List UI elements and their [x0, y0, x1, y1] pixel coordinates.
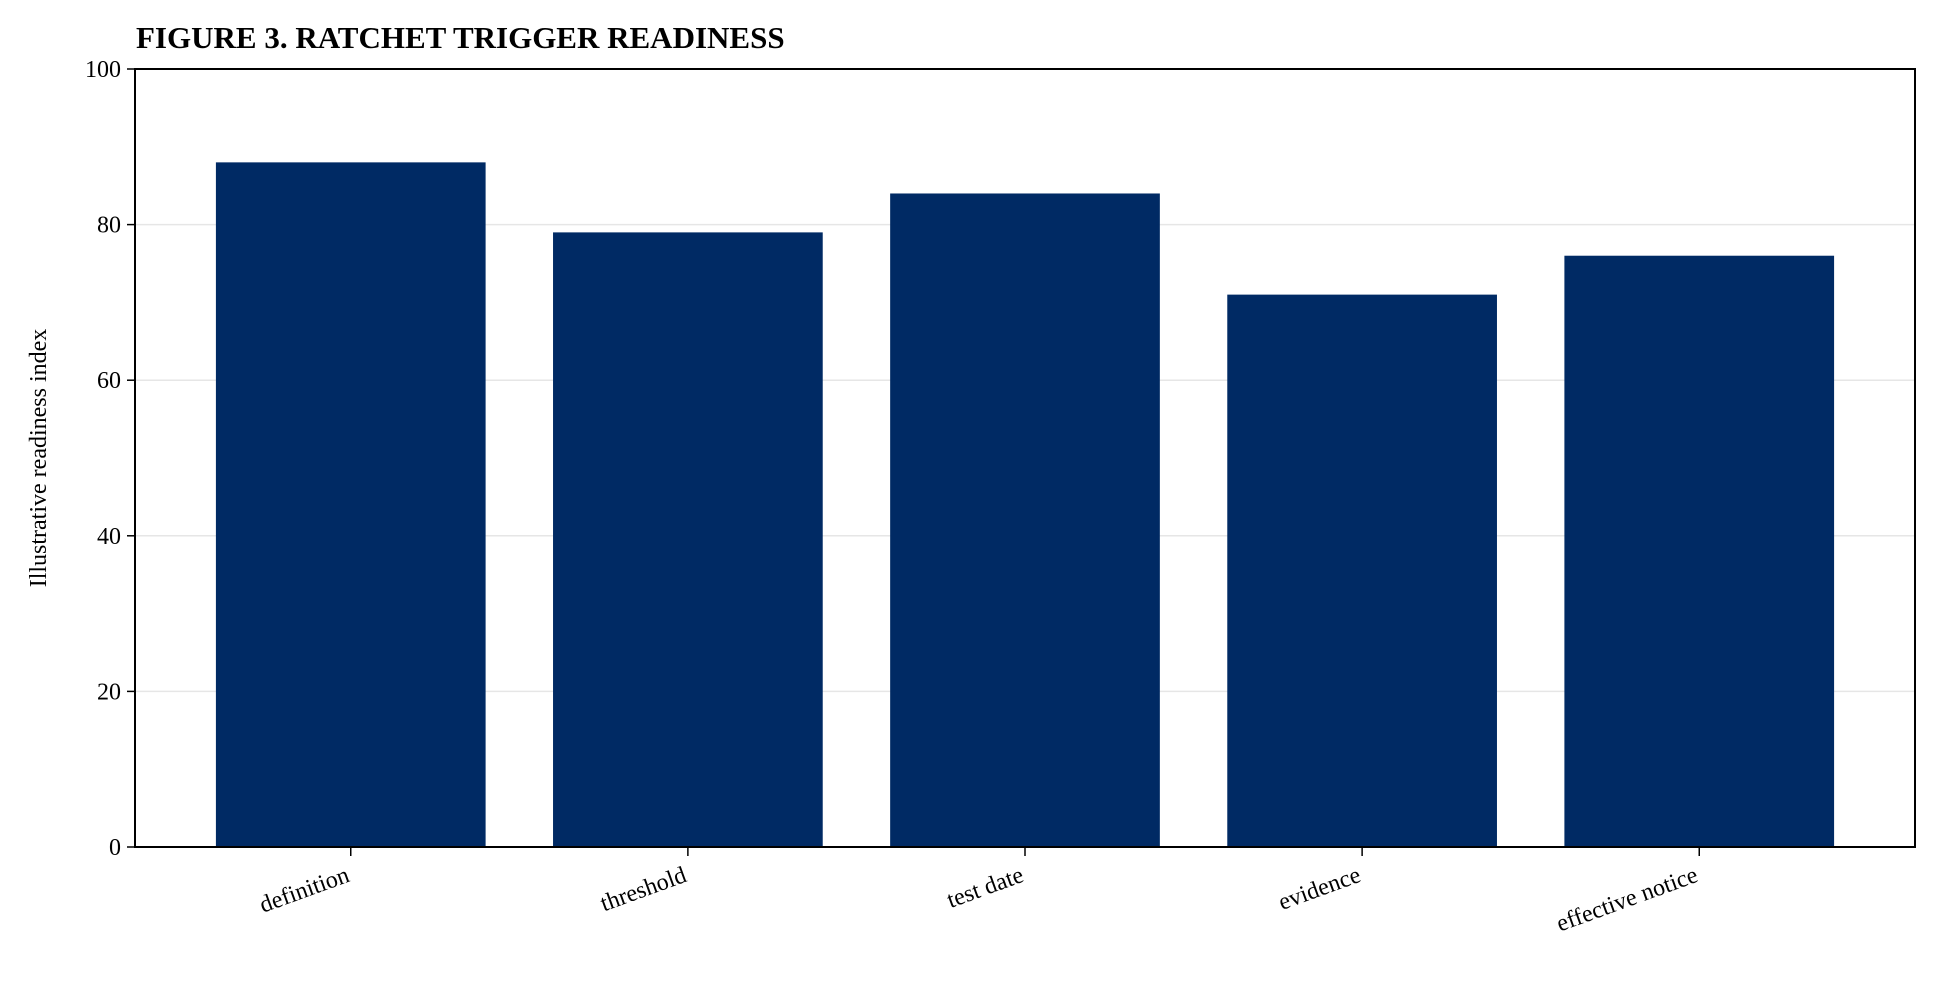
- y-tick-label: 60: [97, 368, 121, 394]
- x-tick-label: definition: [256, 862, 353, 918]
- bar: [1227, 294, 1497, 847]
- y-tick-label: 20: [97, 679, 121, 705]
- x-tick-label: effective notice: [1553, 862, 1701, 937]
- chart-title: FIGURE 3. RATCHET TRIGGER READINESS: [136, 20, 785, 55]
- x-tick-label: threshold: [597, 862, 690, 917]
- y-tick-label: 40: [97, 524, 121, 550]
- bar: [553, 232, 823, 847]
- bar: [890, 193, 1160, 848]
- x-tick-label: evidence: [1275, 862, 1364, 916]
- plot-frame: [134, 68, 1916, 848]
- bar: [215, 162, 486, 848]
- y-axis-label: Illustrative readiness index: [26, 329, 52, 588]
- y-tick-label: 80: [97, 213, 121, 239]
- x-tick-label: test date: [944, 862, 1027, 914]
- y-tick-label: 100: [85, 57, 121, 83]
- y-tick-label: 0: [109, 835, 121, 861]
- bar: [1564, 255, 1835, 848]
